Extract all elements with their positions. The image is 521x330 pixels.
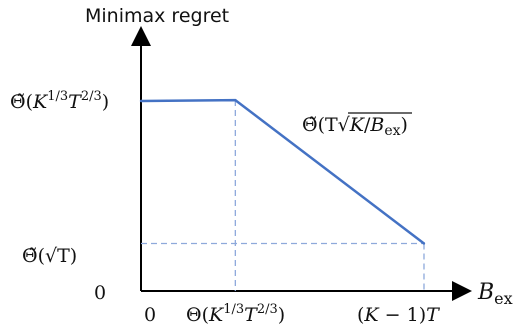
close-paren: ) <box>401 114 408 136</box>
theta-tilde-symbol: Θ̃(√T) <box>22 245 77 267</box>
x-axis-title-sub: ex <box>494 289 513 308</box>
y-tick-label-sqrtT: Θ̃(√T) <box>22 245 77 267</box>
var-k: K <box>363 304 380 326</box>
x-axis-title-base: B <box>477 280 494 305</box>
var-k: K <box>32 91 49 113</box>
series-point <box>422 242 426 245</box>
exp-2-3: 2/3 <box>257 302 278 317</box>
theta-tilde-symbol: Θ̃(T <box>302 114 338 136</box>
y-tick-label-k13t23: Θ̃(K1/3T2/3) <box>10 89 109 113</box>
series-point <box>234 98 237 102</box>
exp-1-3: 1/3 <box>47 89 68 104</box>
theta-symbol: Θ( <box>186 304 209 326</box>
y-axis-title: Minimax regret <box>85 5 229 27</box>
var-k: K <box>349 114 366 136</box>
x-axis-title: Bex <box>477 280 513 308</box>
y-tick-label-0: 0 <box>94 282 106 304</box>
close-paren: ) <box>278 304 285 326</box>
x-tick-label-0: 0 <box>144 304 156 326</box>
series-point <box>139 99 143 103</box>
exp-1-3: 1/3 <box>223 302 244 317</box>
series-points <box>139 98 426 245</box>
theta-tilde-symbol: Θ̃( <box>10 91 33 113</box>
x-tick-label-k-minus-1-t: (K − 1)T <box>357 304 440 326</box>
close-paren: ) <box>102 91 109 113</box>
guide-lines <box>141 100 425 291</box>
var-t: T <box>68 91 82 113</box>
sqrt-sign: √ <box>338 114 351 136</box>
slope-annotation: Θ̃(T√K/Bex) <box>302 114 408 139</box>
var-t: T <box>426 304 440 326</box>
minus-one: − 1) <box>379 304 427 326</box>
var-k: K <box>208 304 225 326</box>
sub-ex: ex <box>384 123 400 139</box>
var-t: T <box>244 304 258 326</box>
var-b: B <box>369 114 384 136</box>
slash: / <box>364 114 371 136</box>
open-paren: ( <box>357 304 364 326</box>
exp-2-3: 2/3 <box>81 89 102 104</box>
x-tick-label-theta-k13t23: Θ(K1/3T2/3) <box>186 302 285 326</box>
